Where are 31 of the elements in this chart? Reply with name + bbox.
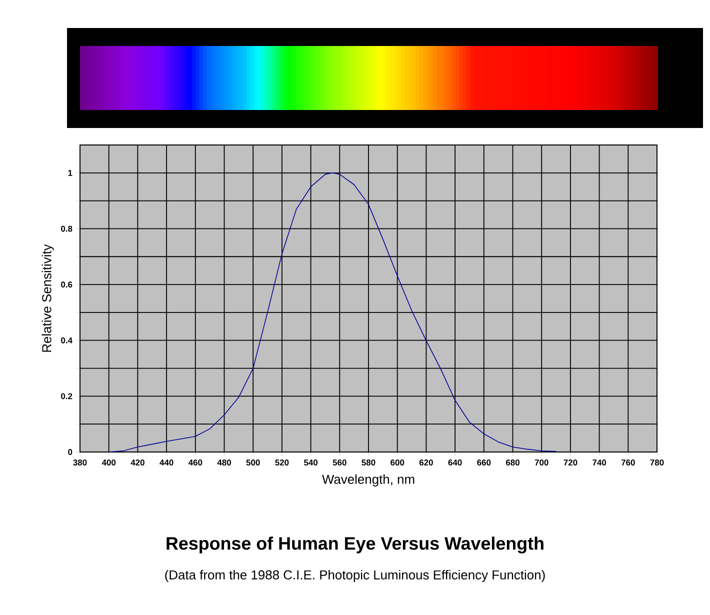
x-tick-label: 420 — [130, 460, 144, 466]
x-tick-label: 440 — [160, 460, 174, 466]
x-tick-label: 700 — [534, 460, 548, 466]
x-tick-label: 380 — [73, 460, 87, 466]
x-tick-label: 400 — [102, 460, 116, 466]
y-tick-label: 0 — [68, 449, 72, 455]
y-tick-label: 0.6 — [61, 282, 72, 288]
x-tick-label: 740 — [592, 460, 606, 466]
y-tick-label: 1 — [68, 170, 72, 176]
x-tick-label: 600 — [390, 460, 404, 466]
y-axis-title: Relative Sensitivity — [42, 244, 54, 352]
x-tick-label: 580 — [362, 460, 376, 466]
text: (Data from the 1988 C.I.E. Photopic Luminous Efficiency Function) — [165, 570, 545, 582]
y-tick-label: 0.4 — [61, 337, 72, 344]
x-tick-label: 780 — [650, 460, 664, 466]
x-tick-label: 620 — [419, 460, 433, 466]
x-tick-label: 660 — [477, 460, 491, 466]
text: Response of Human Eye Versus Wavelength — [166, 536, 544, 554]
y-tick-label: 0.2 — [61, 393, 72, 400]
x-tick-label: 640 — [448, 460, 462, 466]
x-tick-label: 540 — [304, 460, 318, 466]
x-axis-title: Wavelength, nm — [322, 474, 414, 486]
x-tick-label: 560 — [332, 460, 346, 466]
x-tick-label: 720 — [564, 460, 578, 466]
y-tick-label: 0.8 — [61, 226, 72, 232]
x-tick-label: 500 — [246, 460, 260, 466]
x-tick-label: 520 — [275, 460, 289, 466]
x-tick-label: 680 — [506, 460, 520, 466]
x-tick-label: 460 — [188, 460, 202, 466]
x-tick-label: 760 — [621, 460, 635, 466]
x-tick-label: 480 — [217, 460, 231, 466]
